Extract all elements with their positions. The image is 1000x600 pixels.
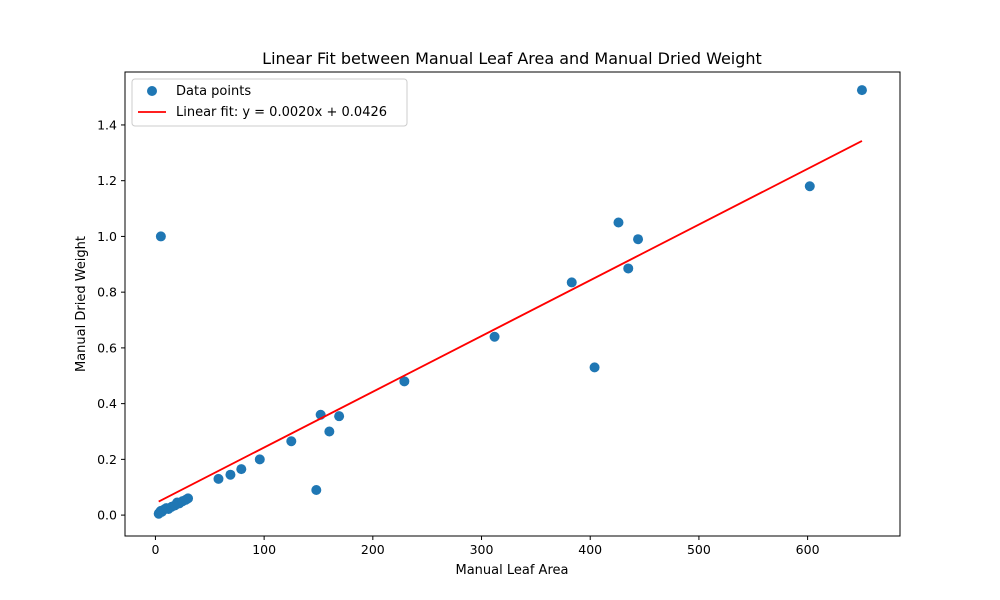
y-tick-label: 0.4 [97, 396, 117, 411]
legend-label-points: Data points [176, 84, 251, 99]
y-tick-label: 1.0 [97, 229, 117, 244]
plot-background [125, 72, 900, 536]
legend: Data points Linear fit: y = 0.0020x + 0.… [131, 78, 408, 127]
y-tick-label: 0.8 [97, 285, 117, 300]
data-point [566, 277, 577, 288]
fit-line-layer [158, 140, 863, 503]
plot-border [124, 71, 901, 537]
data-point [856, 85, 867, 96]
y-axis-ticks: 0.0 0.2 0.4 0.6 0.8 1.0 1.2 1.4 [97, 117, 125, 523]
data-point [286, 436, 297, 447]
data-point [225, 469, 236, 480]
legend-label-fit: Linear fit: y = 0.0020x + 0.0426 [176, 105, 387, 120]
x-tick-label: 600 [796, 542, 820, 557]
legend-box [131, 78, 408, 127]
data-point [311, 485, 322, 496]
x-tick-label: 0 [151, 542, 159, 557]
x-tick-label: 200 [361, 542, 385, 557]
data-point [633, 234, 644, 245]
y-tick-label: 0.2 [97, 452, 117, 467]
data-point [155, 231, 166, 242]
data-point [254, 454, 265, 465]
y-tick-label: 0.6 [97, 340, 117, 355]
data-point [324, 426, 335, 437]
y-tick-label: 1.4 [97, 117, 117, 132]
x-axis-label: Manual Leaf Area [456, 563, 569, 578]
x-axis-ticks: 0 100 200 300 400 500 600 [151, 536, 820, 557]
data-point [589, 362, 600, 373]
fit-line [158, 140, 863, 503]
chart-title: Linear Fit between Manual Leaf Area and … [262, 49, 762, 68]
data-points-layer [153, 85, 867, 519]
data-point [804, 181, 815, 192]
plot-area [125, 72, 900, 536]
data-point [213, 473, 224, 484]
x-tick-label: 100 [252, 542, 276, 557]
data-point [399, 376, 410, 387]
data-point [489, 331, 500, 342]
y-tick-label: 1.2 [97, 173, 117, 188]
data-point [623, 263, 634, 274]
legend-marker-points [147, 86, 157, 96]
data-point [613, 217, 624, 228]
y-axis-label: Manual Dried Weight [74, 236, 89, 372]
x-tick-label: 500 [687, 542, 711, 557]
data-point [236, 464, 247, 475]
data-point [334, 411, 345, 422]
x-tick-label: 300 [470, 542, 494, 557]
x-tick-label: 400 [578, 542, 602, 557]
data-point [183, 493, 194, 504]
y-tick-label: 0.0 [97, 508, 117, 523]
